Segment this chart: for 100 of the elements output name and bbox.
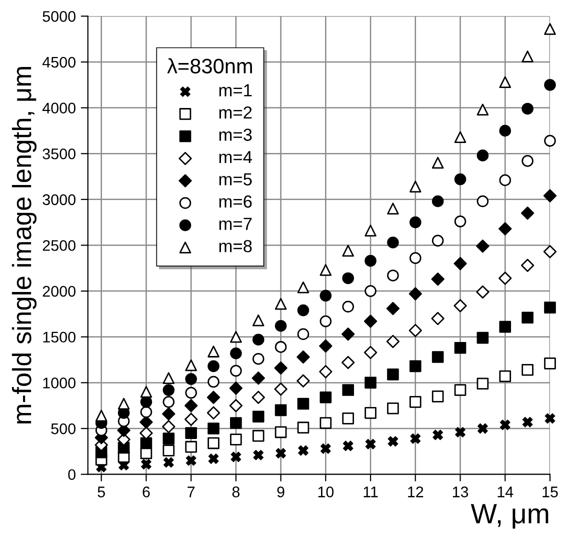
point xyxy=(431,272,444,286)
point xyxy=(140,459,152,470)
point xyxy=(252,334,264,346)
point xyxy=(297,328,310,340)
y-tick-label: 3000 xyxy=(42,194,76,206)
point xyxy=(185,440,197,453)
point xyxy=(364,254,376,267)
point xyxy=(253,450,264,460)
point xyxy=(364,314,378,328)
point xyxy=(162,372,175,384)
point xyxy=(252,372,265,385)
x-axis-title: W, μm xyxy=(470,504,548,529)
point xyxy=(320,290,332,302)
point xyxy=(274,341,287,353)
point xyxy=(520,258,534,272)
point xyxy=(297,304,310,316)
point xyxy=(230,452,242,462)
point xyxy=(409,252,422,264)
point xyxy=(296,374,310,388)
point xyxy=(230,364,242,377)
point xyxy=(342,328,355,341)
point xyxy=(522,312,534,324)
legend-label: m=6 xyxy=(219,195,252,208)
point xyxy=(544,302,556,314)
point xyxy=(364,376,376,389)
point xyxy=(297,398,310,410)
point xyxy=(386,302,400,316)
point xyxy=(522,102,534,115)
point xyxy=(297,281,310,294)
point xyxy=(364,285,376,297)
point xyxy=(140,426,153,440)
point xyxy=(476,195,489,208)
y-tick-label: 0 xyxy=(68,469,76,480)
x-tick-label: 12 xyxy=(408,486,424,498)
y-tick-label: 2500 xyxy=(42,240,76,251)
point xyxy=(208,454,219,464)
point xyxy=(208,376,220,388)
point xyxy=(319,365,332,378)
point xyxy=(364,346,378,360)
x-tick-label: 5 xyxy=(98,486,105,498)
point xyxy=(206,406,220,420)
point xyxy=(320,264,332,276)
point xyxy=(274,320,287,332)
point xyxy=(408,324,422,338)
point xyxy=(476,378,489,390)
legend-title: λ=830nm xyxy=(167,58,252,74)
y-tick-label: 2000 xyxy=(42,286,76,297)
y-tick-label: 5000 xyxy=(42,11,76,22)
y-tick-label: 4500 xyxy=(42,56,76,68)
point xyxy=(544,358,556,370)
legend-label: m=4 xyxy=(219,151,252,164)
point xyxy=(320,391,332,404)
legend-label: m=5 xyxy=(219,173,252,186)
point xyxy=(409,216,422,228)
point xyxy=(387,202,399,214)
point xyxy=(432,430,444,440)
point xyxy=(252,352,264,365)
point xyxy=(230,330,242,343)
point xyxy=(229,382,243,395)
point xyxy=(274,382,288,396)
point xyxy=(522,50,534,62)
point xyxy=(274,426,287,438)
point xyxy=(274,361,288,375)
point xyxy=(185,373,197,385)
point xyxy=(499,320,512,333)
point xyxy=(162,384,175,396)
point xyxy=(476,240,490,253)
x-tick-label: 7 xyxy=(188,486,195,498)
x-tick-label: 11 xyxy=(364,486,378,498)
point xyxy=(454,173,466,186)
point xyxy=(499,370,512,382)
point xyxy=(184,412,198,426)
point xyxy=(342,384,354,396)
x-tick-label: 10 xyxy=(318,486,334,498)
point xyxy=(140,396,152,408)
point xyxy=(431,312,444,326)
point xyxy=(229,399,243,412)
point xyxy=(409,360,422,372)
x-tick-label: 8 xyxy=(232,486,240,498)
point xyxy=(387,236,399,248)
point xyxy=(432,156,444,169)
point xyxy=(230,417,242,429)
point xyxy=(185,359,197,372)
y-tick-label: 3500 xyxy=(42,148,76,160)
point xyxy=(208,437,220,450)
point xyxy=(454,299,467,312)
y-tick-label: 1500 xyxy=(43,332,76,343)
y-tick-label: 500 xyxy=(51,423,76,434)
point xyxy=(140,416,153,429)
point xyxy=(274,404,287,416)
point xyxy=(388,436,398,447)
point xyxy=(476,104,489,116)
legend-label: m=1 xyxy=(219,84,252,96)
point xyxy=(455,426,466,438)
y-axis-title: m-fold single image length, μm xyxy=(12,67,37,424)
point xyxy=(454,131,466,144)
point xyxy=(544,23,556,35)
point xyxy=(432,195,444,208)
legend-label: m=2 xyxy=(219,106,252,119)
point xyxy=(297,422,310,434)
